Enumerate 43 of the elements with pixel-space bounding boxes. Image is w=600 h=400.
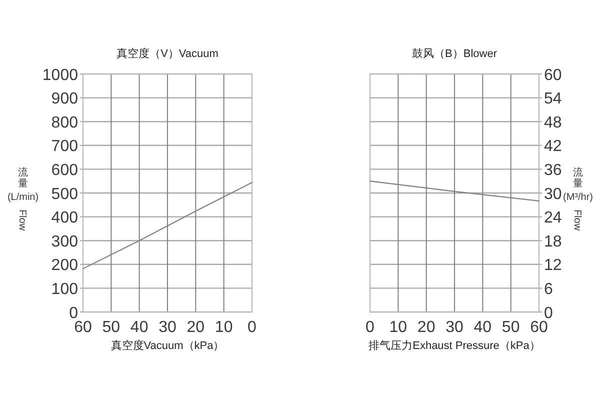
x-tick-label: 60	[74, 319, 92, 336]
x-tick-label: 40	[474, 319, 492, 336]
y2-tick-label: 54	[544, 90, 562, 108]
y-tick-label: 300	[51, 233, 78, 250]
chart-title: 真空度（V）Vacuum	[116, 47, 218, 60]
y2-tick-label: 36	[544, 162, 562, 179]
y-tick-label: 600	[51, 162, 78, 179]
y2-tick-label: 6	[544, 280, 553, 298]
y-tick-label: 1000	[42, 66, 78, 84]
y-tick-label: 0	[69, 304, 78, 322]
y-axis-title: 流量 (L/min) Flow	[7, 166, 39, 232]
y-tick-label: 500	[51, 186, 78, 203]
x-tick-label: 60	[530, 319, 548, 336]
x-tick-label: 30	[158, 319, 176, 336]
y-tick-label: 700	[51, 138, 78, 156]
y2-tick-label: 60	[544, 66, 562, 84]
y-tick-label: 100	[51, 280, 78, 298]
y-tick-label: 400	[51, 210, 78, 227]
x-tick-label: 30	[446, 319, 464, 336]
y2-tick-label: 42	[544, 138, 562, 156]
y2-tick-label: 48	[544, 114, 562, 132]
y2-tick-label: 24	[544, 210, 562, 227]
y2-axis-title: 流量 (M³/hr) Flow	[563, 166, 593, 232]
x-tick-label: 0	[248, 319, 257, 336]
y2-tick-label: 0	[544, 304, 553, 322]
y2-tick-label: 12	[544, 257, 562, 274]
x-tick-label: 50	[102, 319, 120, 336]
x-axis-title: 真空度Vacuum（kPa）	[110, 339, 224, 352]
x-tick-label: 10	[389, 319, 408, 336]
x-axis-title: 排气压力Exhaust Pressure（kPa）	[368, 339, 540, 352]
x-tick-label: 20	[417, 319, 436, 336]
x-tick-label: 20	[186, 319, 205, 336]
chart-title: 鼓风（B）Blower	[412, 47, 498, 60]
y2-tick-label: 30	[544, 186, 562, 203]
y-tick-label: 200	[51, 257, 78, 274]
x-tick-label: 0	[366, 319, 375, 336]
x-tick-label: 50	[502, 319, 520, 336]
line-series	[82, 182, 253, 270]
x-tick-label: 40	[130, 319, 148, 336]
y2-tick-label: 18	[544, 233, 562, 250]
y-tick-label: 900	[51, 90, 78, 108]
y-tick-label: 800	[51, 114, 78, 132]
x-tick-label: 10	[214, 319, 233, 336]
